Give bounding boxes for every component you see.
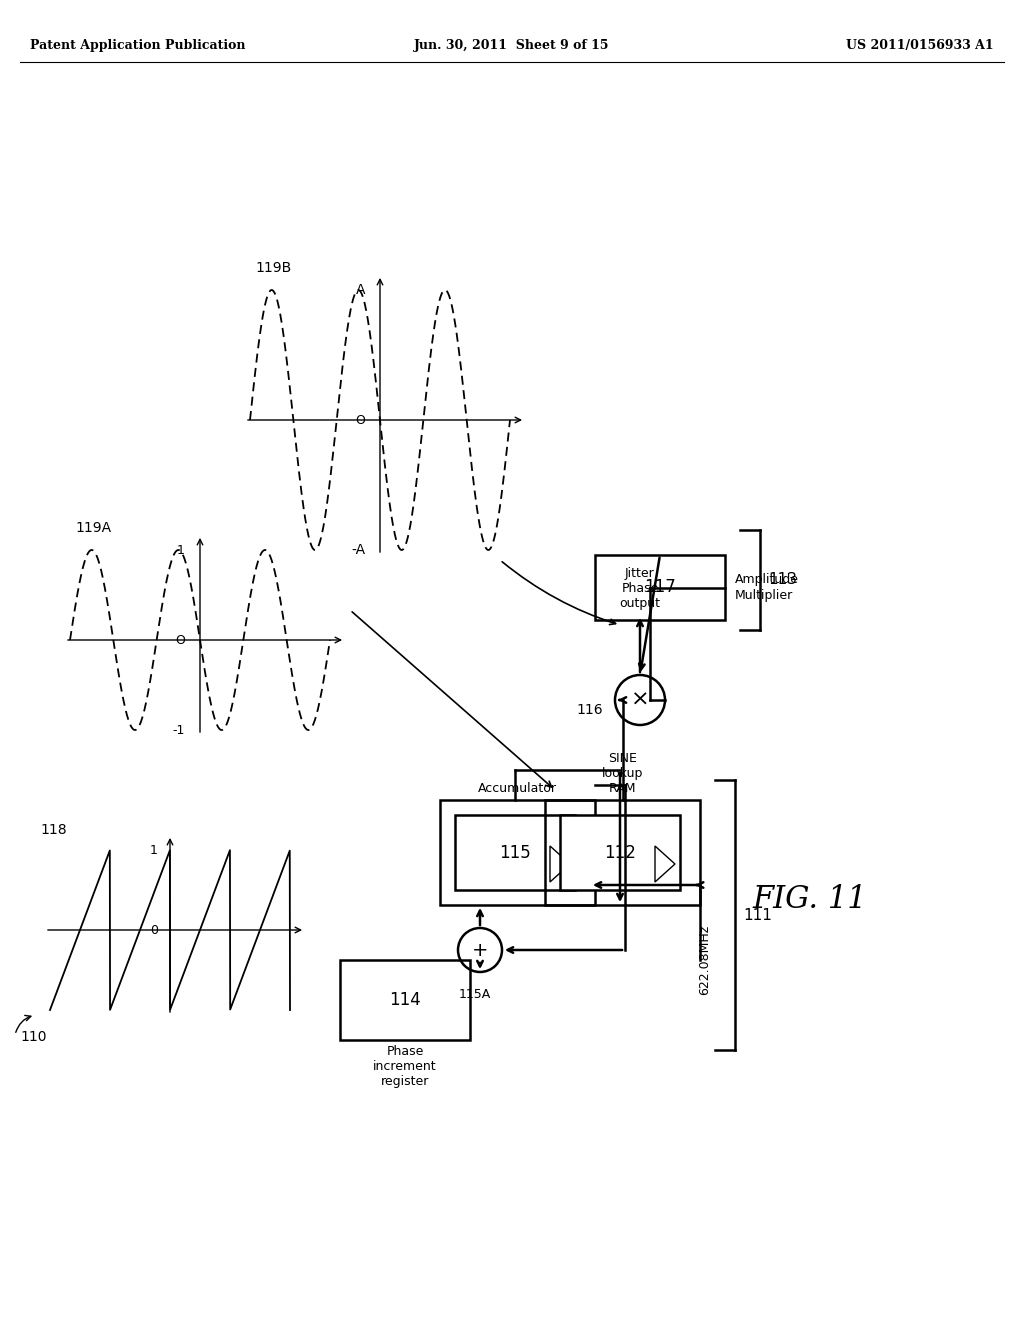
Text: 115A: 115A	[459, 987, 492, 1001]
Text: 119A: 119A	[75, 521, 112, 535]
Text: Accumulator: Accumulator	[478, 781, 557, 795]
Text: +: +	[472, 940, 488, 960]
Text: 117: 117	[644, 578, 676, 597]
Text: FIG. 11: FIG. 11	[753, 884, 867, 916]
Bar	[595, 554, 725, 620]
Text: output: output	[620, 597, 660, 610]
Text: 110: 110	[20, 1030, 46, 1044]
Text: US 2011/0156933 A1: US 2011/0156933 A1	[847, 38, 994, 51]
Bar	[340, 960, 470, 1040]
Text: 112: 112	[604, 843, 636, 862]
Bar	[560, 814, 680, 890]
Text: SINE
lookup
RAM: SINE lookup RAM	[602, 752, 643, 795]
Text: 119B: 119B	[255, 261, 291, 275]
Text: 1: 1	[177, 544, 185, 557]
Text: 1: 1	[151, 843, 158, 857]
Text: 118: 118	[40, 822, 67, 837]
Bar	[455, 814, 575, 890]
Text: -A: -A	[351, 543, 365, 557]
Text: Jitter: Jitter	[625, 568, 655, 579]
Text: 0: 0	[150, 924, 158, 936]
Bar	[545, 800, 700, 906]
Text: O: O	[175, 634, 185, 647]
Text: 111: 111	[743, 908, 772, 923]
Text: 115: 115	[499, 843, 530, 862]
Text: Phase
increment
register: Phase increment register	[373, 1045, 437, 1088]
Bar	[440, 800, 595, 906]
Text: Amplitude
Multiplier: Amplitude Multiplier	[735, 573, 799, 602]
Text: -1: -1	[173, 723, 185, 737]
Text: 113: 113	[768, 573, 797, 587]
Text: 622.08MHz: 622.08MHz	[698, 925, 712, 995]
Text: ×: ×	[631, 690, 649, 710]
Text: A: A	[355, 282, 365, 297]
Text: Patent Application Publication: Patent Application Publication	[30, 38, 246, 51]
Text: Phase: Phase	[622, 582, 658, 595]
Text: Jun. 30, 2011  Sheet 9 of 15: Jun. 30, 2011 Sheet 9 of 15	[415, 38, 609, 51]
Text: 116: 116	[577, 704, 603, 717]
Text: 114: 114	[389, 991, 421, 1008]
Text: O: O	[355, 413, 365, 426]
